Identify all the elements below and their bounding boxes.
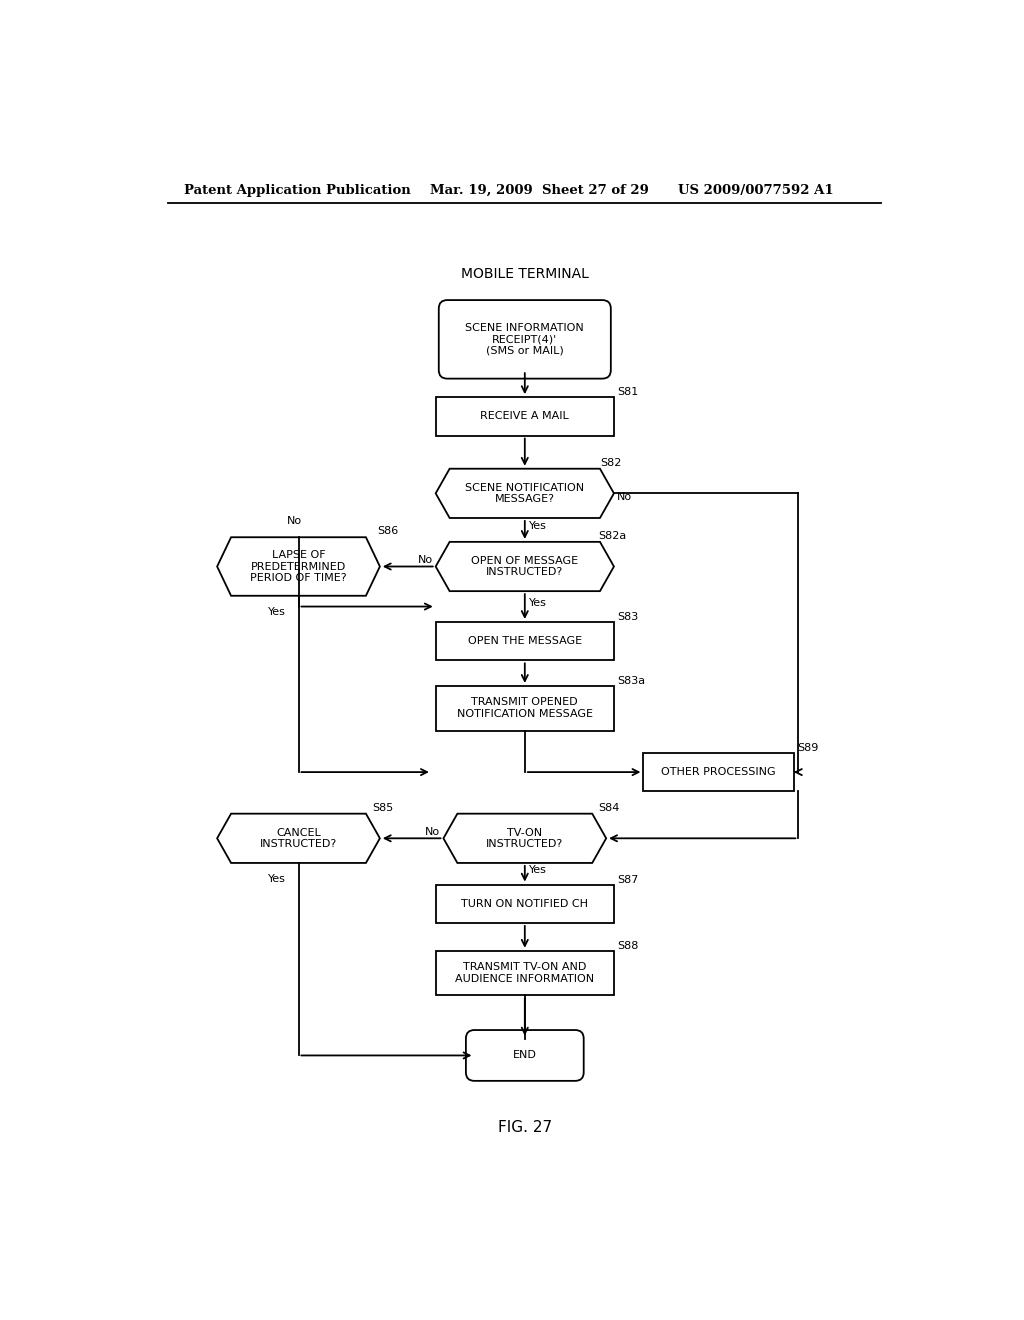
Text: END: END — [513, 1051, 537, 1060]
Text: SCENE INFORMATION
RECEIPT(4)'
(SMS or MAIL): SCENE INFORMATION RECEIPT(4)' (SMS or MA… — [466, 323, 584, 356]
FancyBboxPatch shape — [435, 686, 614, 730]
Text: S88: S88 — [617, 941, 638, 952]
Polygon shape — [435, 469, 614, 517]
Text: Patent Application Publication: Patent Application Publication — [183, 185, 411, 197]
Text: OTHER PROCESSING: OTHER PROCESSING — [662, 767, 776, 777]
Text: S85: S85 — [372, 803, 393, 813]
Text: S89: S89 — [797, 743, 818, 754]
FancyBboxPatch shape — [435, 884, 614, 923]
Text: No: No — [425, 828, 440, 837]
Text: S82a: S82a — [598, 531, 627, 541]
FancyBboxPatch shape — [643, 752, 795, 792]
Polygon shape — [217, 813, 380, 863]
Text: TV-ON
INSTRUCTED?: TV-ON INSTRUCTED? — [486, 828, 563, 849]
Text: No: No — [617, 492, 632, 502]
FancyBboxPatch shape — [435, 397, 614, 436]
Polygon shape — [435, 543, 614, 591]
Text: Yes: Yes — [268, 607, 286, 616]
Text: TRANSMIT TV-ON AND
AUDIENCE INFORMATION: TRANSMIT TV-ON AND AUDIENCE INFORMATION — [456, 962, 594, 983]
Text: CANCEL
INSTRUCTED?: CANCEL INSTRUCTED? — [260, 828, 337, 849]
FancyBboxPatch shape — [466, 1030, 584, 1081]
Text: MOBILE TERMINAL: MOBILE TERMINAL — [461, 267, 589, 281]
Text: S82: S82 — [600, 458, 622, 467]
Text: OPEN OF MESSAGE
INSTRUCTED?: OPEN OF MESSAGE INSTRUCTED? — [471, 556, 579, 577]
Text: Yes: Yes — [268, 874, 286, 883]
Polygon shape — [443, 813, 606, 863]
Text: No: No — [287, 516, 302, 527]
Text: No: No — [418, 556, 432, 565]
Text: S83a: S83a — [617, 676, 645, 686]
Text: S86: S86 — [377, 527, 398, 536]
FancyBboxPatch shape — [438, 300, 611, 379]
Text: US 2009/0077592 A1: US 2009/0077592 A1 — [678, 185, 834, 197]
Text: Yes: Yes — [528, 865, 547, 875]
Text: S83: S83 — [617, 612, 638, 622]
Text: Yes: Yes — [528, 521, 547, 532]
Text: SCENE NOTIFICATION
MESSAGE?: SCENE NOTIFICATION MESSAGE? — [465, 483, 585, 504]
Polygon shape — [217, 537, 380, 595]
Text: TRANSMIT OPENED
NOTIFICATION MESSAGE: TRANSMIT OPENED NOTIFICATION MESSAGE — [457, 697, 593, 719]
Text: S87: S87 — [617, 875, 638, 884]
Text: Mar. 19, 2009  Sheet 27 of 29: Mar. 19, 2009 Sheet 27 of 29 — [430, 185, 649, 197]
Text: LAPSE OF
PREDETERMINED
PERIOD OF TIME?: LAPSE OF PREDETERMINED PERIOD OF TIME? — [250, 550, 347, 583]
Text: Yes: Yes — [528, 598, 547, 607]
FancyBboxPatch shape — [435, 950, 614, 995]
Text: TURN ON NOTIFIED CH: TURN ON NOTIFIED CH — [461, 899, 589, 908]
Text: OPEN THE MESSAGE: OPEN THE MESSAGE — [468, 636, 582, 647]
Text: RECEIVE A MAIL: RECEIVE A MAIL — [480, 412, 569, 421]
FancyBboxPatch shape — [435, 622, 614, 660]
Text: S81: S81 — [617, 388, 638, 397]
Text: FIG. 27: FIG. 27 — [498, 1119, 552, 1135]
Text: S84: S84 — [598, 803, 620, 813]
